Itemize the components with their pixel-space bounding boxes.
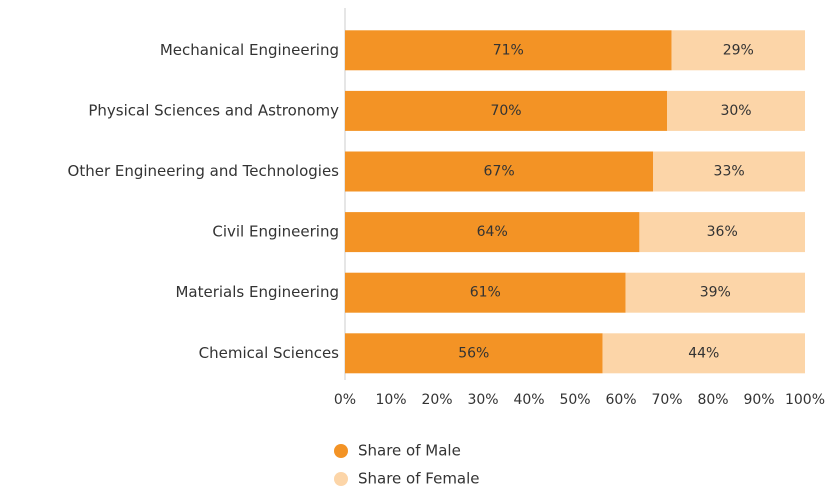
bar-segment bbox=[345, 90, 667, 131]
bar-segment bbox=[653, 151, 805, 192]
data-label: 71% bbox=[493, 42, 524, 58]
legend-swatch bbox=[334, 444, 348, 458]
x-tick-label: 0% bbox=[334, 392, 356, 408]
x-tick-label: 20% bbox=[421, 392, 452, 408]
bar-segment bbox=[345, 212, 640, 253]
y-tick-label: Civil Engineering bbox=[212, 223, 339, 241]
x-tick-label: 70% bbox=[651, 392, 682, 408]
data-label: 29% bbox=[723, 42, 754, 58]
legend-label: Share of Female bbox=[358, 470, 480, 488]
bar-segment bbox=[345, 333, 603, 374]
data-label: 33% bbox=[714, 164, 745, 180]
legend-label: Share of Male bbox=[358, 442, 461, 460]
x-tick-label: 90% bbox=[743, 392, 774, 408]
y-tick-label: Chemical Sciences bbox=[199, 344, 340, 362]
data-label: 39% bbox=[700, 285, 731, 301]
x-tick-label: 40% bbox=[513, 392, 544, 408]
bar-segment bbox=[345, 30, 672, 71]
x-tick-label: 10% bbox=[375, 392, 406, 408]
bar-segment bbox=[667, 90, 805, 131]
x-tick-label: 100% bbox=[785, 392, 825, 408]
x-tick-label: 60% bbox=[605, 392, 636, 408]
x-tick-label: 30% bbox=[467, 392, 498, 408]
y-tick-label: Other Engineering and Technologies bbox=[68, 162, 340, 180]
bar-segment bbox=[345, 151, 654, 192]
x-tick-label: 80% bbox=[697, 392, 728, 408]
x-tick-label: 50% bbox=[559, 392, 590, 408]
data-label: 44% bbox=[688, 345, 719, 361]
data-label: 36% bbox=[707, 224, 738, 240]
data-label: 64% bbox=[477, 224, 508, 240]
bar-segment bbox=[671, 30, 805, 71]
data-label: 67% bbox=[484, 164, 515, 180]
bar-segment bbox=[625, 272, 805, 313]
legend-swatch bbox=[334, 472, 348, 486]
data-label: 61% bbox=[470, 285, 501, 301]
data-label: 56% bbox=[458, 345, 489, 361]
bar-segment bbox=[639, 212, 805, 253]
data-label: 30% bbox=[720, 103, 751, 119]
bar-segment bbox=[602, 333, 805, 374]
bar-segment bbox=[345, 272, 626, 313]
y-tick-label: Physical Sciences and Astronomy bbox=[88, 101, 339, 119]
data-label: 70% bbox=[490, 103, 521, 119]
y-tick-label: Materials Engineering bbox=[175, 283, 339, 301]
y-tick-label: Mechanical Engineering bbox=[160, 41, 339, 59]
